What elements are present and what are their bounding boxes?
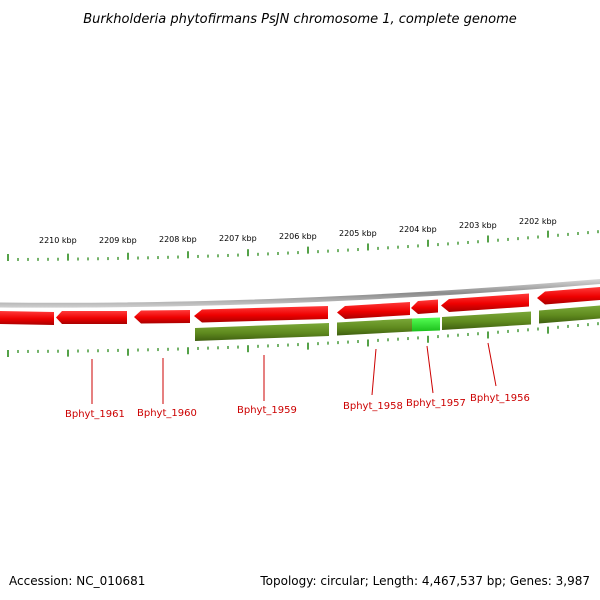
gene-arrow[interactable] <box>56 311 127 324</box>
gene-label[interactable]: Bphyt_1958 <box>343 401 403 412</box>
gene-arrow[interactable] <box>411 299 438 315</box>
gene-label[interactable]: Bphyt_1961 <box>65 409 125 420</box>
gene-arrow[interactable] <box>539 305 600 324</box>
scale-label: 2208 kbp <box>159 235 197 244</box>
accession-text: Accession: NC_010681 <box>9 574 146 588</box>
gene-arrow[interactable] <box>195 323 329 341</box>
gene-arrow[interactable] <box>442 311 531 331</box>
map-title: Burkholderia phytofirmans PsJN chromosom… <box>83 12 517 27</box>
scale-label: 2210 kbp <box>39 236 77 245</box>
gene-label[interactable]: Bphyt_1960 <box>137 408 197 419</box>
gene-arrow[interactable] <box>194 306 328 323</box>
gene-arrow[interactable] <box>0 311 54 325</box>
forward-strand-genes <box>0 287 600 325</box>
scale-label: 2206 kbp <box>279 232 317 241</box>
genome-backbone <box>0 279 600 308</box>
scale-label: 2202 kbp <box>519 217 557 226</box>
scale-label: 2209 kbp <box>99 236 137 245</box>
gene-label[interactable]: Bphyt_1957 <box>406 398 466 409</box>
gene-arrow[interactable] <box>441 293 529 313</box>
scale-label: 2204 kbp <box>399 225 437 234</box>
scale-label: 2205 kbp <box>339 229 377 238</box>
gene-arrow[interactable] <box>337 302 410 319</box>
scale-ticks-top <box>7 230 599 261</box>
gene-arrow[interactable] <box>337 318 412 336</box>
scale-label: 2207 kbp <box>219 234 257 243</box>
scale-labels: 2210 kbp 2209 kbp 2208 kbp 2207 kbp 2206… <box>39 217 557 245</box>
gene-arrow[interactable] <box>537 287 600 305</box>
gene-labels: Bphyt_1961 Bphyt_1960 Bphyt_1959 Bphyt_1… <box>65 393 530 420</box>
reverse-strand-genes <box>195 305 600 341</box>
gene-label[interactable]: Bphyt_1956 <box>470 393 530 404</box>
scale-label: 2203 kbp <box>459 221 497 230</box>
scale-ticks-bottom <box>7 322 599 357</box>
gene-arrow-highlighted[interactable] <box>412 317 440 332</box>
genome-summary-text: Topology: circular; Length: 4,467,537 bp… <box>260 574 590 588</box>
gene-arrow[interactable] <box>134 310 190 324</box>
gene-label[interactable]: Bphyt_1959 <box>237 405 297 416</box>
gene-label-leaders <box>91 342 497 404</box>
